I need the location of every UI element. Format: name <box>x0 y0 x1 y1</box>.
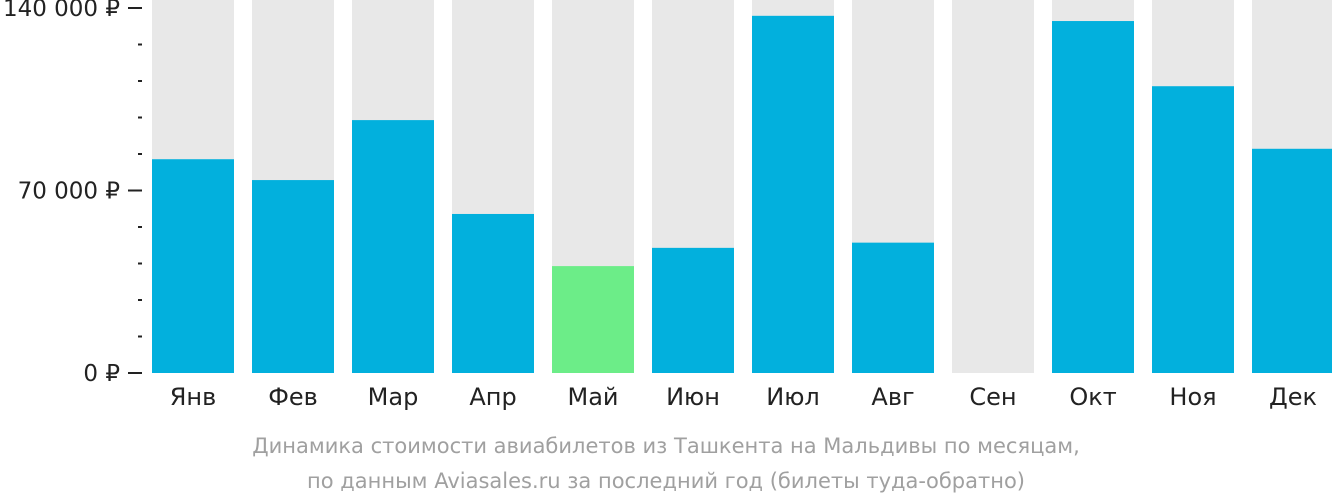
x-tick-label: Янв <box>170 383 217 411</box>
x-tick-label: Ноя <box>1169 383 1216 411</box>
bar-4[interactable] <box>452 213 534 373</box>
bar-6[interactable] <box>652 247 734 373</box>
bar-3[interactable] <box>352 120 434 373</box>
x-tick-label: Май <box>567 383 618 411</box>
x-tick-label: Апр <box>469 383 516 411</box>
x-tick-label: Фев <box>268 383 318 411</box>
bar-background-9 <box>952 0 1034 373</box>
x-tick-label: Дек <box>1269 383 1317 411</box>
bars <box>152 15 1332 374</box>
bar-5[interactable] <box>552 266 634 373</box>
x-tick-label: Мар <box>368 383 419 411</box>
chart-caption-line-2: по данным Aviasales.ru за последний год … <box>307 469 1025 493</box>
x-tick-label: Окт <box>1069 383 1116 411</box>
y-axis: 0 ₽ 70 000 ₽ 140 000 ₽ <box>3 0 142 387</box>
y-tick-label: 70 000 ₽ <box>18 179 120 205</box>
bar-2[interactable] <box>252 180 334 373</box>
bar-12[interactable] <box>1252 148 1332 373</box>
x-tick-label: Июл <box>766 383 820 411</box>
x-tick-label: Сен <box>969 383 1016 411</box>
x-tick-label: Июн <box>666 383 720 411</box>
bar-10[interactable] <box>1052 21 1134 374</box>
y-tick-label: 0 ₽ <box>83 361 120 387</box>
bar-7[interactable] <box>752 15 834 373</box>
y-tick-label: 140 000 ₽ <box>3 0 120 22</box>
chart-caption-line-1: Динамика стоимости авиабилетов из Ташкен… <box>252 434 1080 458</box>
bar-8[interactable] <box>852 242 934 373</box>
bar-11[interactable] <box>1152 86 1234 373</box>
x-axis-labels: Янв Фев Мар Апр Май Июн Июл Авг Сен Окт Ноя Дек <box>170 383 1317 411</box>
bar-1[interactable] <box>152 159 234 373</box>
price-bar-chart: 0 ₽ 70 000 ₽ 140 000 ₽ Янв Фев Мар Апр Май Июн И… <box>3 0 1332 411</box>
x-tick-label: Авг <box>871 383 914 411</box>
